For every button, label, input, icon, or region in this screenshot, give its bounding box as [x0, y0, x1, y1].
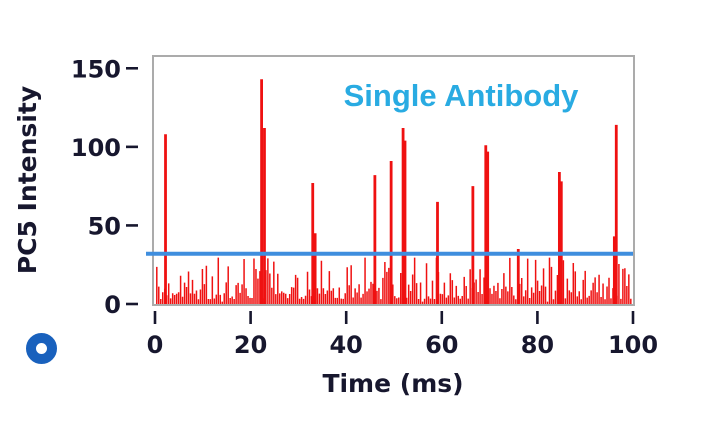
- x-tick-label: 20: [234, 331, 267, 359]
- x-axis-ticks: 0 20 40 60 80 100: [147, 311, 658, 359]
- y-tick-label: 100: [71, 134, 121, 162]
- x-tick-label: 80: [521, 331, 554, 359]
- y-axis-title: PC5 Intensity: [13, 86, 42, 274]
- plot-border: [152, 55, 635, 306]
- y-tick-label: 50: [88, 212, 121, 240]
- x-axis-title: Time (ms): [322, 369, 463, 398]
- x-tick-label: 60: [425, 331, 458, 359]
- spike-signals: [164, 79, 618, 304]
- x-tick-label: 100: [608, 331, 658, 359]
- y-axis-ticks: 0 50 100 150: [71, 55, 138, 319]
- chart-annotation: Single Antibody: [344, 78, 580, 113]
- radio-button-selected[interactable]: [26, 333, 57, 364]
- x-tick-label: 0: [147, 331, 164, 359]
- y-tick-label: 150: [71, 55, 121, 83]
- y-tick-label: 0: [104, 291, 121, 319]
- x-tick-label: 40: [329, 331, 362, 359]
